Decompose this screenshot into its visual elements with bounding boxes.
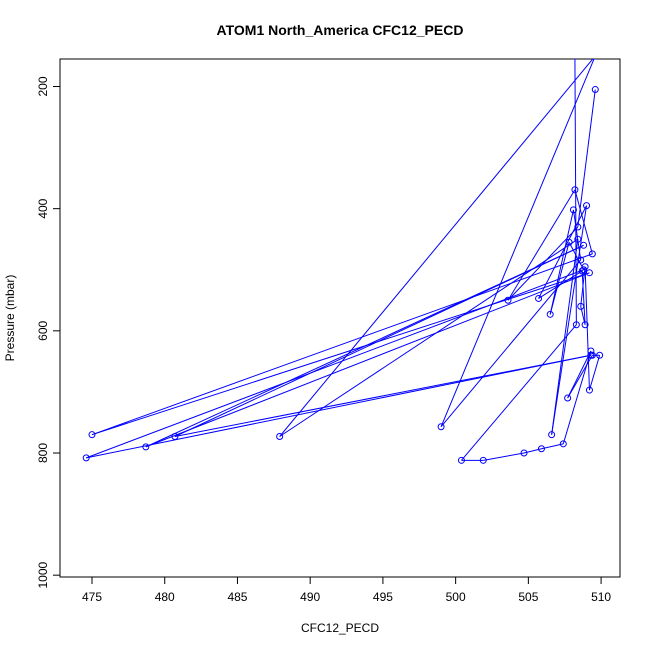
data-point	[437, 423, 445, 431]
data-point	[520, 449, 528, 457]
series-points	[82, 59, 604, 464]
series-segment	[567, 350, 592, 399]
data-point	[585, 269, 593, 277]
series-segment	[507, 189, 576, 301]
series-segment	[174, 354, 592, 437]
data-point	[574, 235, 582, 243]
x-tick-label: 485	[227, 590, 247, 604]
data-point	[479, 456, 487, 464]
series-segment	[279, 238, 579, 437]
series-segment	[440, 259, 582, 428]
data-point	[587, 347, 595, 355]
series-segment	[91, 253, 593, 436]
data-point	[82, 454, 90, 462]
y-tick-label: 400	[36, 198, 50, 218]
series-segment	[86, 269, 584, 459]
chart-title: ATOM1 North_America CFC12_PECD	[217, 22, 464, 38]
series-segment	[461, 324, 577, 461]
data-point	[504, 296, 512, 304]
series-lines	[86, 59, 601, 461]
series-segment	[279, 59, 594, 437]
series-segment	[538, 270, 583, 299]
data-point	[572, 321, 580, 329]
series-segment	[584, 266, 590, 391]
data-point	[564, 394, 572, 402]
x-tick-label: 505	[518, 590, 538, 604]
data-point	[457, 456, 465, 464]
y-tick-label: 600	[36, 320, 50, 340]
series-segment	[483, 452, 525, 461]
data-point	[588, 351, 596, 359]
data-point	[585, 386, 593, 394]
data-point	[591, 86, 599, 94]
series-segment	[549, 209, 574, 315]
x-axis: 475 480 485 490 495 500 505 510	[82, 577, 611, 604]
data-point	[577, 302, 585, 310]
series-segment	[174, 244, 584, 437]
x-tick-label: 495	[373, 590, 393, 604]
y-tick-label: 200	[36, 76, 50, 96]
plot-frame	[59, 58, 621, 578]
series-segment	[145, 272, 590, 448]
data-point	[171, 433, 179, 441]
x-tick-label: 500	[446, 590, 466, 604]
data-point	[574, 223, 582, 231]
data-point	[142, 443, 150, 451]
data-point	[593, 59, 597, 60]
data-point	[571, 186, 579, 194]
data-point	[559, 440, 567, 448]
series-segment	[574, 59, 577, 325]
series-segment	[581, 270, 586, 325]
x-axis-label: CFC12_PECD	[301, 621, 379, 635]
series-segment	[588, 355, 601, 391]
data-point	[548, 431, 556, 439]
data-point	[581, 321, 589, 329]
x-tick-label: 480	[155, 590, 175, 604]
data-point	[546, 310, 554, 318]
data-point	[88, 431, 96, 439]
series-segment	[440, 59, 595, 427]
data-point	[276, 433, 284, 441]
data-point	[580, 241, 588, 249]
x-tick-label: 475	[82, 590, 102, 604]
series-segment	[577, 89, 596, 228]
data-point	[535, 294, 543, 302]
series-segment	[562, 350, 592, 444]
series-segment	[551, 239, 579, 435]
x-tick-label: 490	[300, 590, 320, 604]
series-segment	[538, 205, 587, 299]
data-point	[537, 445, 545, 453]
data-point	[573, 59, 577, 60]
data-point	[596, 351, 604, 359]
x-tick-label: 510	[591, 590, 611, 604]
data-point	[577, 256, 585, 264]
data-point	[581, 263, 589, 271]
data-point	[569, 206, 577, 214]
y-axis-label: Pressure (mbar)	[3, 275, 17, 362]
series-segment	[567, 355, 593, 399]
y-axis: 200 400 600 800 1000	[36, 76, 60, 589]
series-segment	[86, 354, 592, 459]
series-segment	[541, 443, 564, 450]
y-tick-label: 1000	[36, 561, 50, 588]
series-segment	[91, 272, 590, 436]
data-point	[583, 202, 591, 210]
data-point	[565, 238, 573, 246]
y-tick-label: 800	[36, 443, 50, 463]
data-point	[588, 250, 596, 258]
